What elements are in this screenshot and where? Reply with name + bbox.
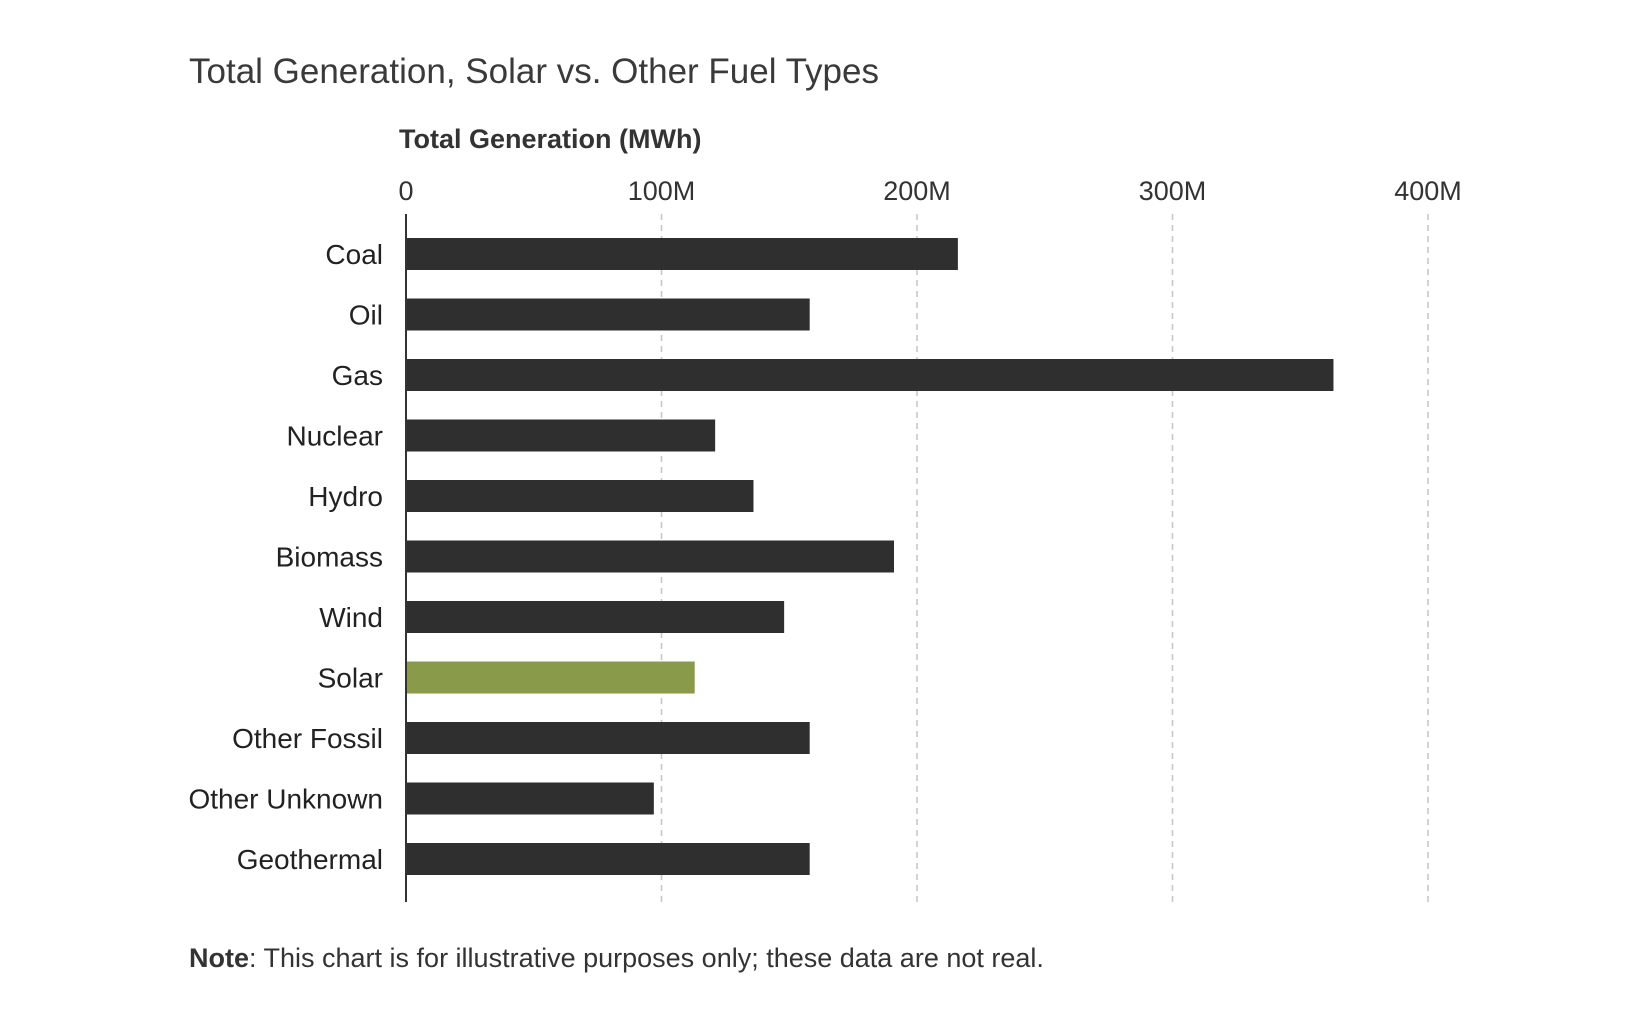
- axes: Total Generation (MWh): [399, 124, 701, 902]
- category-label: Gas: [332, 360, 383, 391]
- chart-title: Total Generation, Solar vs. Other Fuel T…: [189, 52, 879, 91]
- category-label: Oil: [349, 300, 383, 331]
- category-label: Nuclear: [287, 421, 383, 452]
- x-tick-label: 300M: [1139, 176, 1207, 206]
- category-label: Geothermal: [237, 844, 383, 875]
- category-labels: Coal Oil Gas Nuclear Hydro Biomass Wind Solar Ot…: [188, 239, 383, 875]
- note-text: : This chart is for illustrative purpose…: [249, 943, 1044, 973]
- category-label: Biomass: [276, 542, 383, 573]
- x-axis-tick-labels: 0 100M 200M 300M 400M: [398, 176, 1461, 206]
- category-label: Solar: [318, 663, 383, 694]
- note-label: Note: [189, 943, 249, 973]
- bar-gas: [406, 359, 1334, 391]
- bar-biomass: [406, 540, 895, 573]
- bar-other-unknown: [406, 782, 654, 815]
- bar-oil: [406, 298, 810, 331]
- bar-geothermal: [406, 843, 810, 875]
- category-label: Wind: [319, 602, 383, 633]
- category-label: Hydro: [308, 481, 383, 512]
- x-axis-title: Total Generation (MWh): [399, 124, 701, 154]
- chart-note: Note: This chart is for illustrative pur…: [189, 943, 1044, 974]
- category-label: Other Fossil: [232, 723, 383, 754]
- bar-other-fossil: [406, 722, 810, 754]
- bars: [406, 238, 1334, 875]
- x-tick-label: 100M: [628, 176, 696, 206]
- category-label: Coal: [325, 239, 383, 270]
- bar-hydro: [406, 480, 754, 512]
- bar-nuclear: [406, 419, 716, 452]
- x-tick-label: 200M: [883, 176, 951, 206]
- bar-wind: [406, 601, 785, 633]
- category-label: Other Unknown: [188, 784, 383, 815]
- bar-solar: [406, 661, 695, 694]
- x-tick-label: 0: [398, 176, 413, 206]
- bar-coal: [406, 238, 958, 270]
- x-tick-label: 400M: [1394, 176, 1462, 206]
